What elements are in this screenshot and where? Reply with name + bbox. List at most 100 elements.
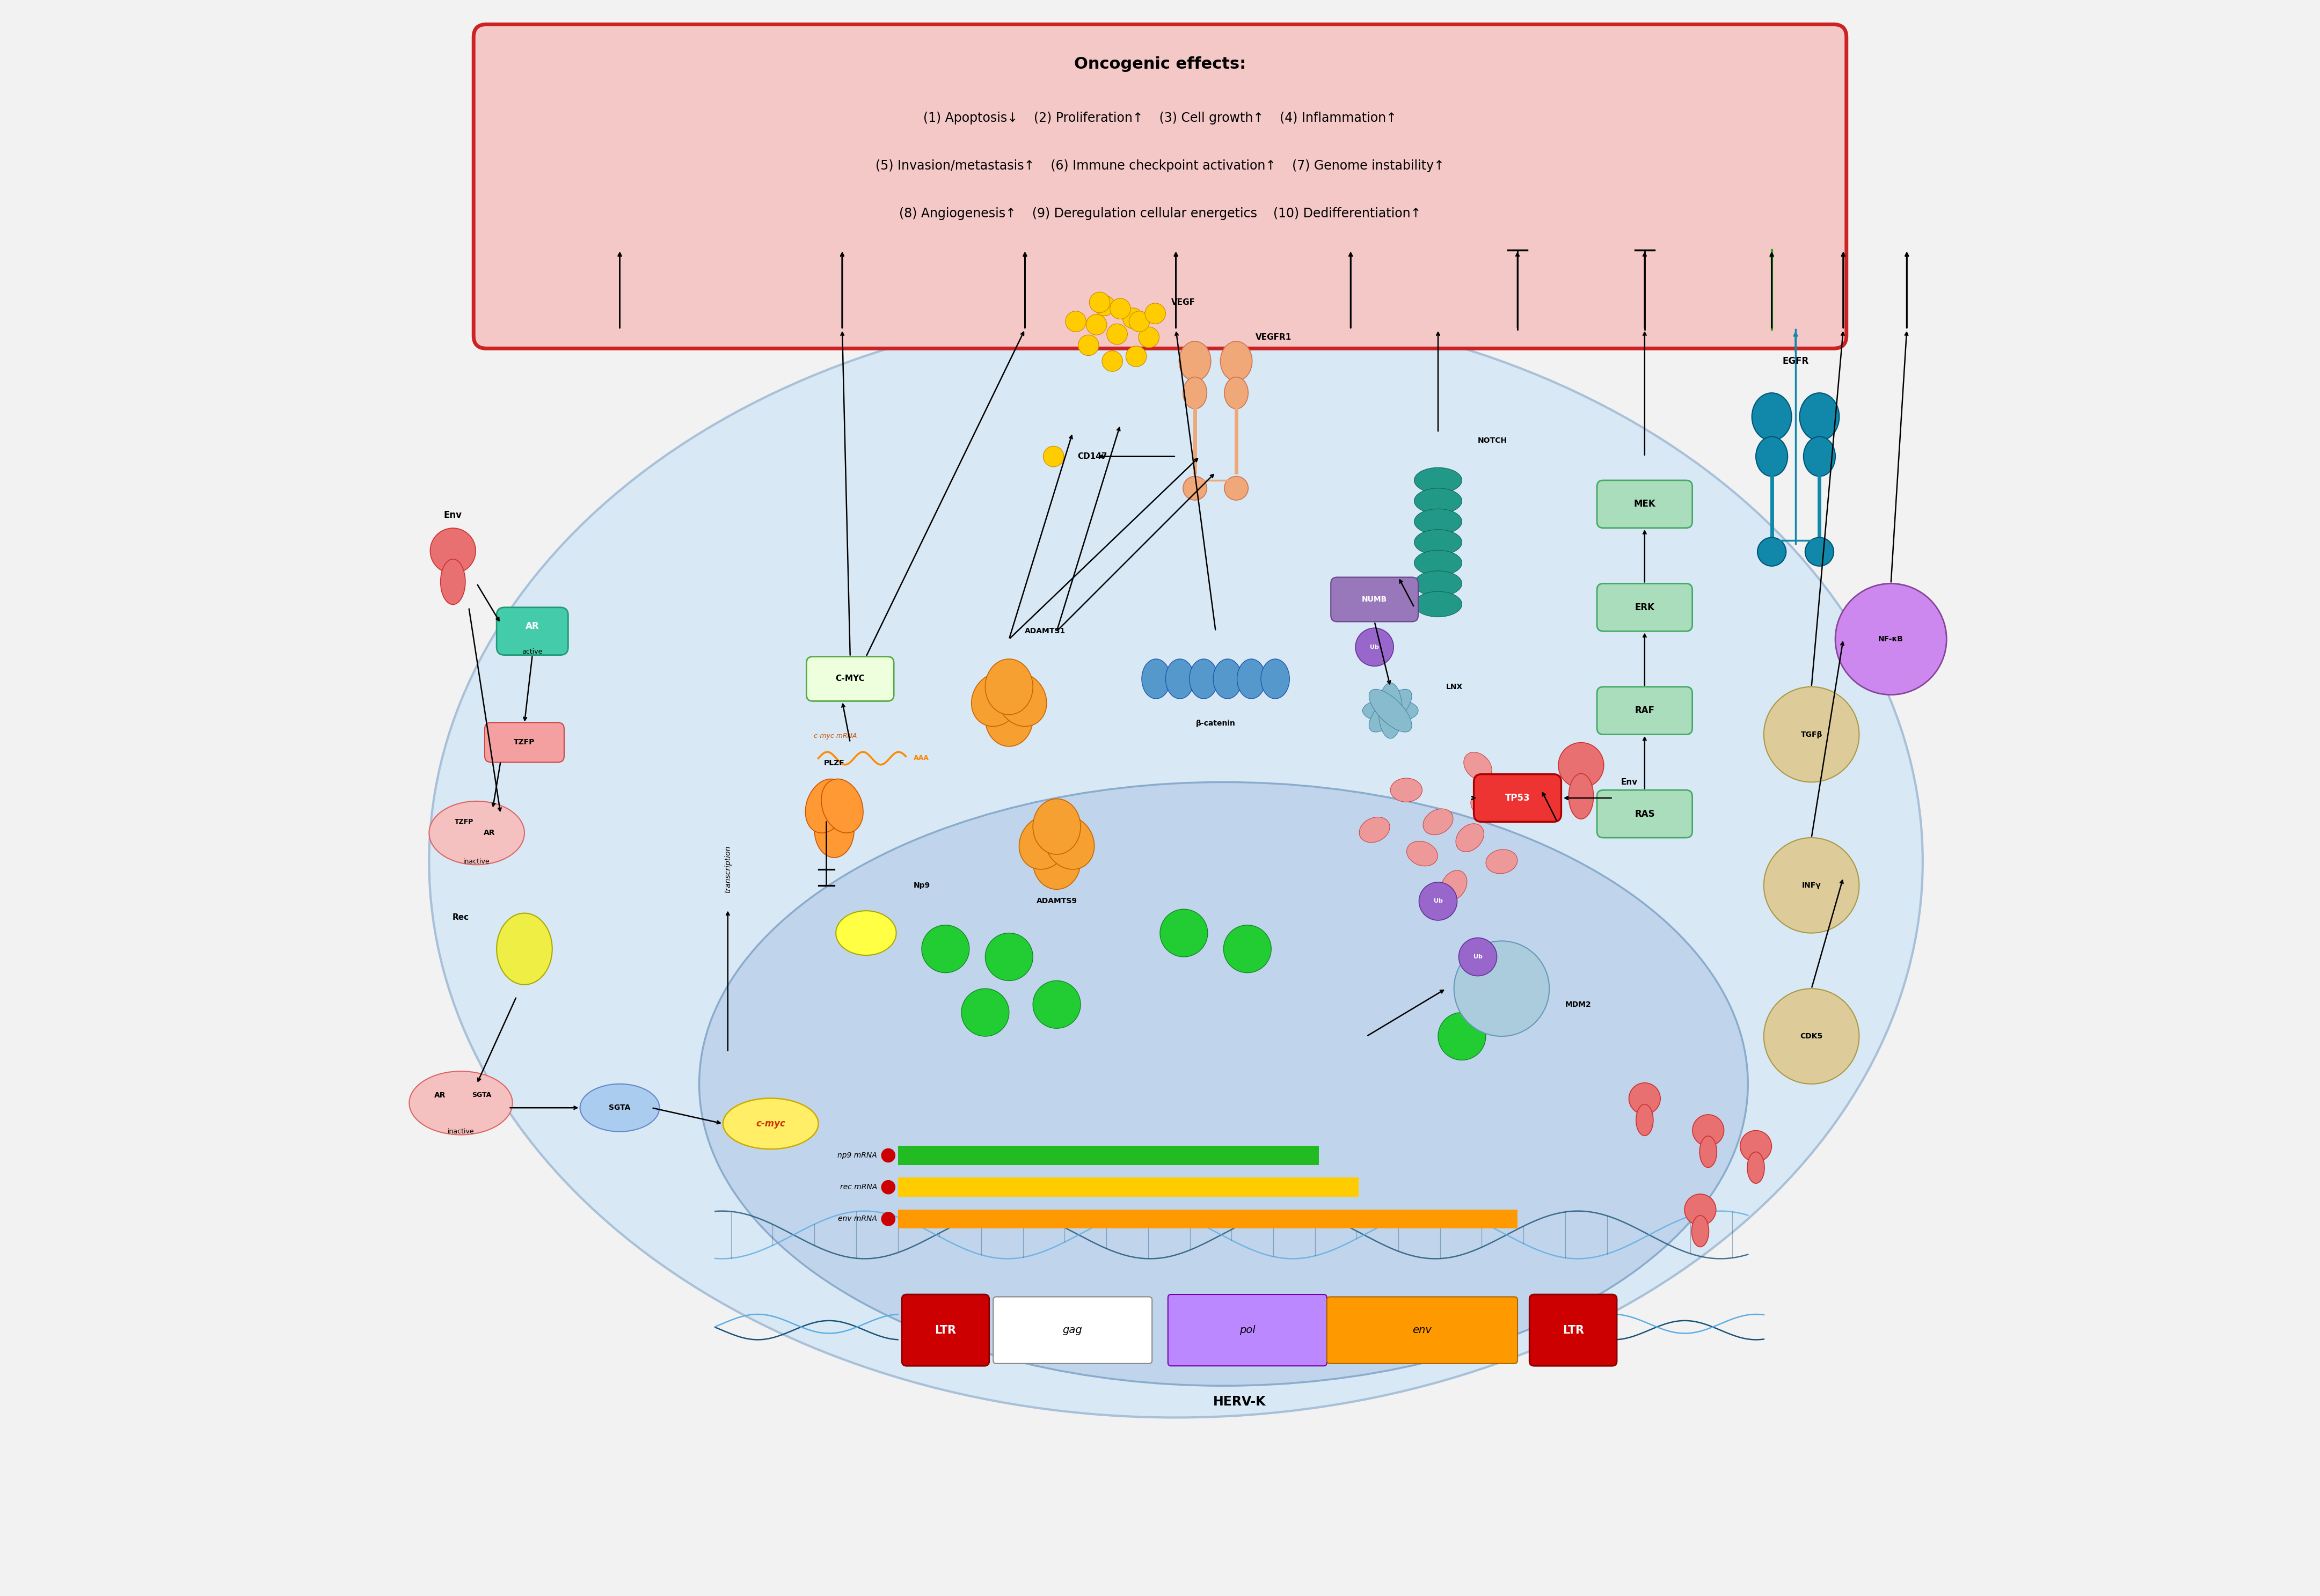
Circle shape: [1835, 584, 1946, 694]
Ellipse shape: [1471, 793, 1501, 819]
Text: np9 mRNA: np9 mRNA: [838, 1152, 877, 1159]
Ellipse shape: [1740, 1130, 1772, 1162]
Text: (1) Apoptosis↓    (2) Proliferation↑    (3) Cell growth↑    (4) Inflammation↑: (1) Apoptosis↓ (2) Proliferation↑ (3) Ce…: [923, 112, 1397, 124]
Circle shape: [1355, 627, 1394, 666]
FancyBboxPatch shape: [807, 656, 893, 701]
Ellipse shape: [1165, 659, 1195, 699]
Ellipse shape: [1485, 849, 1517, 873]
Ellipse shape: [1694, 1114, 1724, 1146]
Text: SGTA: SGTA: [471, 1092, 492, 1098]
Circle shape: [1455, 942, 1550, 1036]
Text: INFγ: INFγ: [1803, 881, 1821, 889]
Circle shape: [1044, 447, 1065, 466]
Text: RAF: RAF: [1636, 705, 1654, 715]
Ellipse shape: [429, 801, 524, 865]
FancyBboxPatch shape: [1167, 1294, 1327, 1366]
Text: TZFP: TZFP: [513, 739, 536, 747]
Ellipse shape: [1141, 659, 1169, 699]
Ellipse shape: [496, 913, 552, 985]
Text: Np9: Np9: [914, 881, 930, 889]
Text: inactive: inactive: [448, 1128, 473, 1135]
Text: inactive: inactive: [464, 859, 490, 865]
Circle shape: [882, 1148, 896, 1162]
FancyBboxPatch shape: [1596, 584, 1691, 630]
Text: TP53: TP53: [1506, 793, 1529, 803]
Ellipse shape: [998, 672, 1046, 726]
Ellipse shape: [1464, 752, 1492, 780]
Circle shape: [1079, 335, 1100, 356]
Circle shape: [1125, 346, 1146, 367]
Bar: [898, 1146, 1318, 1165]
Text: c-myc: c-myc: [756, 1119, 786, 1128]
Ellipse shape: [1422, 809, 1452, 835]
Text: (8) Angiogenesis↑    (9) Deregulation cellular energetics    (10) Dedifferentiat: (8) Angiogenesis↑ (9) Deregulation cellu…: [900, 207, 1420, 220]
Text: transcription: transcription: [724, 846, 731, 894]
Text: AR: AR: [527, 621, 538, 632]
Text: NF-κB: NF-κB: [1879, 635, 1902, 643]
Bar: [898, 1210, 1517, 1229]
Text: Env: Env: [1622, 779, 1638, 787]
FancyBboxPatch shape: [1529, 1294, 1617, 1366]
Ellipse shape: [429, 528, 476, 573]
Circle shape: [1090, 292, 1109, 313]
Ellipse shape: [1800, 393, 1840, 440]
Text: ADAMTS9: ADAMTS9: [1037, 897, 1076, 905]
Text: pol: pol: [1239, 1325, 1255, 1336]
Text: ERK: ERK: [1636, 603, 1654, 613]
Text: AAA: AAA: [914, 755, 930, 761]
Text: TZFP: TZFP: [455, 819, 473, 825]
FancyBboxPatch shape: [1332, 578, 1418, 622]
FancyBboxPatch shape: [485, 723, 564, 763]
Ellipse shape: [698, 782, 1747, 1385]
Text: Ub: Ub: [1473, 954, 1482, 959]
Ellipse shape: [1415, 509, 1462, 535]
Ellipse shape: [1747, 1152, 1766, 1183]
Circle shape: [1130, 311, 1151, 332]
Circle shape: [986, 934, 1032, 980]
Text: MDM2: MDM2: [1566, 1001, 1592, 1009]
Bar: [898, 1178, 1360, 1197]
Circle shape: [1065, 311, 1086, 332]
Ellipse shape: [1701, 1136, 1717, 1168]
Ellipse shape: [1225, 377, 1248, 409]
Circle shape: [1109, 298, 1130, 319]
Text: Ub: Ub: [1371, 645, 1378, 650]
Text: NUMB: NUMB: [1362, 595, 1387, 603]
Ellipse shape: [1406, 841, 1438, 867]
Ellipse shape: [1018, 816, 1070, 870]
Circle shape: [1459, 938, 1496, 975]
Ellipse shape: [1629, 1082, 1661, 1114]
Ellipse shape: [1559, 742, 1603, 788]
Circle shape: [1223, 926, 1271, 972]
FancyBboxPatch shape: [1327, 1298, 1517, 1363]
Circle shape: [1144, 303, 1165, 324]
Ellipse shape: [1378, 683, 1401, 739]
Ellipse shape: [835, 911, 896, 956]
Text: Ub: Ub: [1434, 899, 1443, 903]
Text: CDK5: CDK5: [1800, 1033, 1824, 1041]
Ellipse shape: [1415, 530, 1462, 555]
Circle shape: [1139, 327, 1160, 348]
Text: MEK: MEK: [1633, 500, 1656, 509]
Ellipse shape: [1415, 551, 1462, 576]
Ellipse shape: [1260, 659, 1290, 699]
Text: c-myc mRNA: c-myc mRNA: [814, 733, 856, 739]
Text: CD147: CD147: [1076, 452, 1107, 461]
Text: HERV-K: HERV-K: [1213, 1395, 1267, 1408]
Ellipse shape: [1369, 689, 1413, 733]
Text: LTR: LTR: [935, 1325, 956, 1336]
Ellipse shape: [1568, 774, 1594, 819]
Ellipse shape: [1237, 659, 1267, 699]
Ellipse shape: [724, 1098, 819, 1149]
Ellipse shape: [1369, 689, 1413, 733]
Circle shape: [882, 1211, 896, 1226]
Text: Env: Env: [443, 511, 462, 520]
Text: VEGF: VEGF: [1172, 298, 1195, 306]
Text: LTR: LTR: [1561, 1325, 1585, 1336]
Text: C-MYC: C-MYC: [835, 675, 865, 683]
Text: ADAMTS1: ADAMTS1: [1025, 627, 1065, 635]
Ellipse shape: [986, 659, 1032, 715]
Ellipse shape: [1415, 592, 1462, 618]
Text: β-catenin: β-catenin: [1195, 720, 1237, 728]
Text: AR: AR: [434, 1092, 445, 1098]
